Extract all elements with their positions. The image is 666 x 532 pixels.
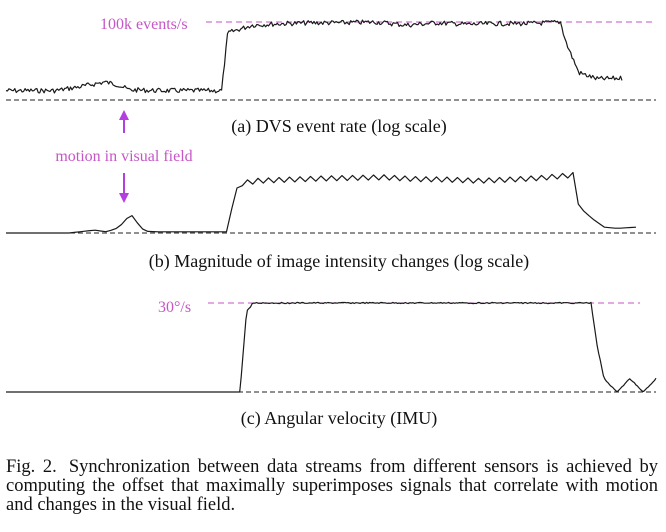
panel-c-signal-line (6, 301, 657, 393)
motion-annotation: motion in visual field (55, 110, 193, 203)
panel-b: (b) Magnitude of image intensity changes… (6, 171, 656, 272)
arrow-up-head (119, 110, 129, 120)
panel-a-signal-line (5, 19, 623, 94)
panel-a-reference-label: 100k events/s (100, 16, 188, 33)
caption-label: Fig. 2. (6, 457, 57, 477)
panel-a-title: (a) DVS event rate (log scale) (231, 116, 446, 137)
caption-text: Synchronization between data streams fro… (6, 457, 658, 515)
figure-caption: Fig. 2. Synchronization between data stre… (6, 458, 658, 515)
panel-c-title: (c) Angular velocity (IMU) (241, 408, 437, 429)
arrow-down-head (119, 193, 129, 203)
panel-a: 100k events/s (a) DVS event rate (log sc… (5, 16, 656, 137)
panel-b-title: (b) Magnitude of image intensity changes… (149, 251, 529, 272)
panel-c: 30°/s (c) Angular velocity (IMU) (6, 299, 657, 429)
panel-b-signal-line (6, 171, 637, 234)
panel-c-reference-label: 30°/s (158, 299, 191, 316)
motion-label: motion in visual field (55, 148, 192, 165)
figure: 100k events/s (a) DVS event rate (log sc… (5, 16, 657, 429)
